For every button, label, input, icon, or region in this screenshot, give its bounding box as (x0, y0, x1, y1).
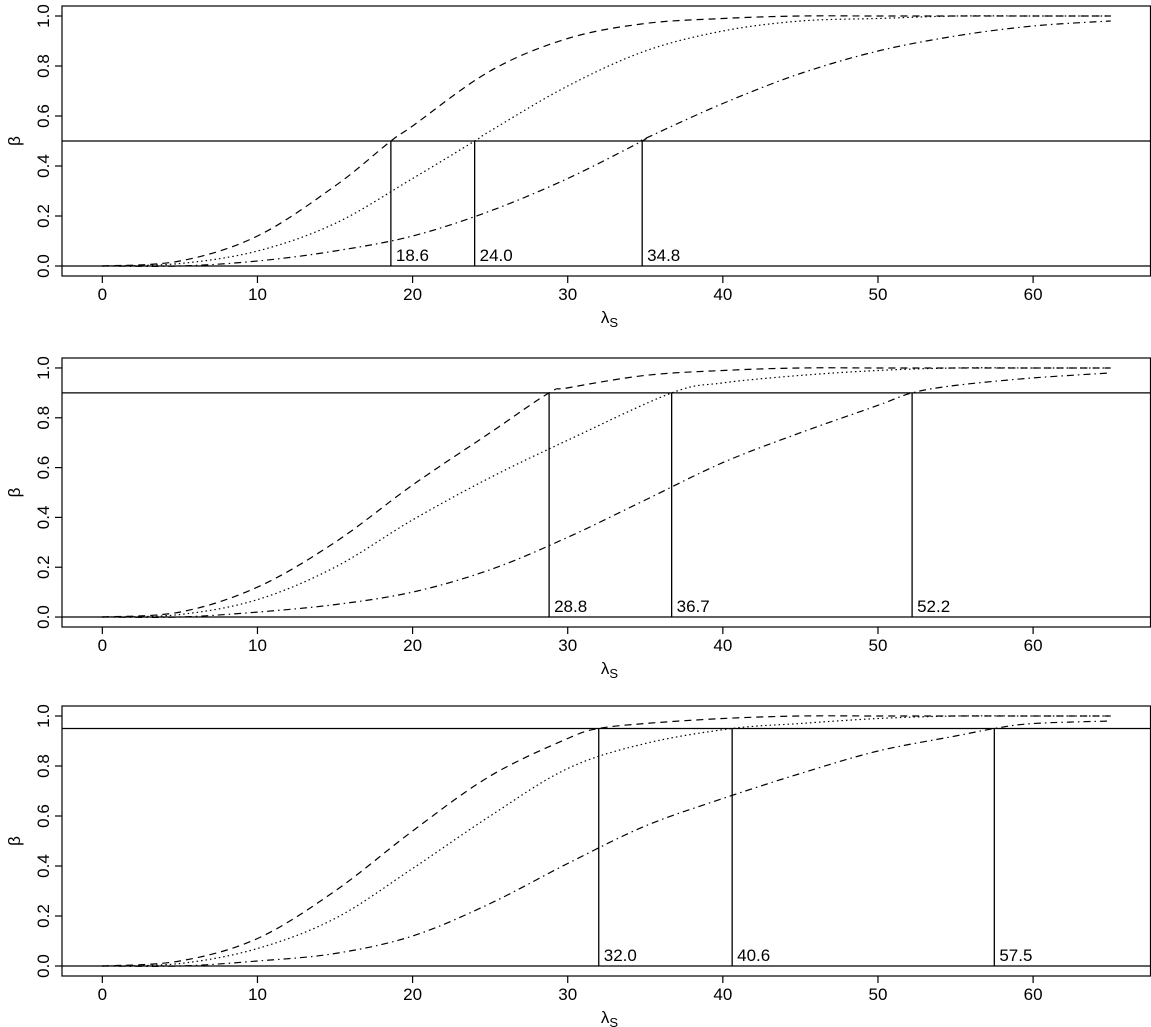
y-tick-label: 0.2 (34, 204, 53, 228)
x-tick-label: 0 (98, 985, 107, 1004)
x-tick-label: 20 (403, 285, 422, 304)
threshold-value-label: 32.0 (604, 946, 637, 965)
series-line-dotted (102, 715, 1111, 967)
series-line-dashdot (102, 20, 1111, 267)
x-axis-label: λS (601, 659, 619, 681)
series-line-dashdot (102, 372, 1111, 618)
threshold-value-label: 36.7 (677, 597, 710, 616)
y-tick-label: 0.6 (34, 456, 53, 480)
threshold-value-label: 40.6 (737, 946, 770, 965)
x-tick-label: 50 (869, 636, 888, 655)
threshold-value-label: 18.6 (396, 246, 429, 265)
y-tick-label: 1.0 (34, 4, 53, 28)
x-tick-label: 30 (558, 636, 577, 655)
x-axis-label-subscript: S (609, 1015, 618, 1027)
y-tick-label: 0.2 (34, 904, 53, 928)
x-tick-label: 20 (403, 636, 422, 655)
x-tick-label: 20 (403, 985, 422, 1004)
x-tick-label: 60 (1024, 285, 1043, 304)
y-tick-label: 0.8 (34, 754, 53, 778)
x-tick-label: 10 (248, 985, 267, 1004)
x-tick-label: 60 (1024, 985, 1043, 1004)
x-axis-label: λS (601, 1008, 619, 1027)
x-axis-label-subscript: S (609, 315, 618, 330)
x-tick-label: 40 (713, 985, 732, 1004)
plot-frame (61, 705, 1151, 977)
y-axis-label: β (5, 836, 24, 846)
plot-frame (61, 357, 1151, 628)
threshold-value-label: 28.8 (554, 597, 587, 616)
y-tick-label: 0.0 (34, 254, 53, 278)
series-line-dotted (102, 15, 1111, 267)
y-tick-label: 0.4 (34, 506, 53, 530)
series-line-dashed (102, 367, 1111, 618)
threshold-value-label: 57.5 (999, 946, 1032, 965)
y-tick-label: 0.8 (34, 54, 53, 78)
y-tick-label: 0.0 (34, 954, 53, 978)
y-tick-label: 0.8 (34, 406, 53, 430)
x-tick-label: 10 (248, 636, 267, 655)
threshold-value-label: 24.0 (480, 246, 513, 265)
x-tick-label: 10 (248, 285, 267, 304)
y-tick-label: 0.6 (34, 104, 53, 128)
y-tick-label: 0.0 (34, 605, 53, 629)
x-tick-label: 30 (558, 285, 577, 304)
y-tick-label: 1.0 (34, 356, 53, 380)
y-axis-label: β (5, 136, 24, 146)
x-tick-label: 50 (869, 285, 888, 304)
series-line-dotted (102, 367, 1111, 618)
x-tick-label: 40 (713, 636, 732, 655)
y-tick-label: 0.6 (34, 804, 53, 828)
y-tick-label: 0.4 (34, 154, 53, 178)
y-tick-label: 1.0 (34, 704, 53, 728)
panel-2: 0 10 20 30 40 50 60 0.0 0.2 0.4 0.6 0.8 1.0 λS β 28.8 36… (5, 356, 1151, 681)
x-tick-label: 0 (98, 636, 107, 655)
y-axis-label: β (5, 487, 24, 497)
panel-1: 0 10 20 30 40 50 60 0.0 0.2 0.4 0.6 0.8 1.0 λS β 18.6 24… (5, 4, 1151, 330)
x-tick-label: 40 (713, 285, 732, 304)
threshold-value-label: 52.2 (917, 597, 950, 616)
y-tick-label: 0.2 (34, 555, 53, 579)
series-line-dashed (102, 15, 1111, 267)
x-tick-label: 60 (1024, 636, 1043, 655)
x-tick-label: 30 (558, 985, 577, 1004)
x-axis-label: λS (601, 308, 619, 330)
series-line-dashdot (102, 720, 1111, 967)
x-tick-label: 0 (98, 285, 107, 304)
panel-3: 0 10 20 30 40 50 60 0.0 0.2 0.4 0.6 0.8 1.0 λS β 32.0 40… (5, 704, 1151, 1027)
x-tick-label: 50 (869, 985, 888, 1004)
threshold-value-label: 34.8 (647, 246, 680, 265)
x-axis-label-subscript: S (609, 666, 618, 681)
y-tick-label: 0.4 (34, 854, 53, 878)
